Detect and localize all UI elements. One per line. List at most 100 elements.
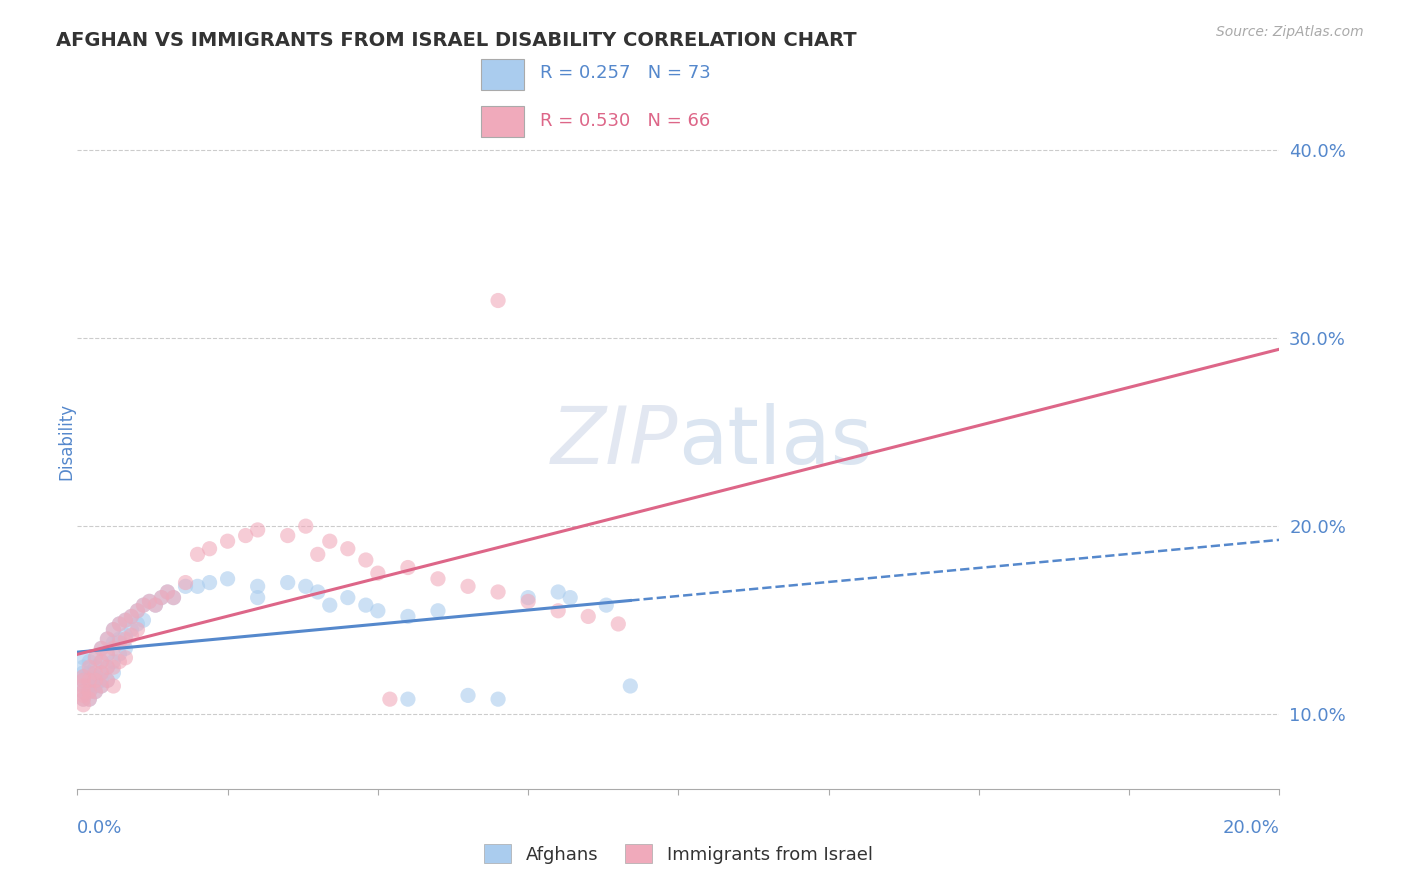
Text: 20.0%: 20.0% [1223,819,1279,837]
FancyBboxPatch shape [481,59,524,90]
Point [90,655,112,669]
Point [72,679,94,693]
Point [84,665,107,680]
Point [103,665,125,680]
Point [103,641,125,656]
Point [114,613,136,627]
Point [174,579,197,593]
Point [79,673,101,688]
Point [427,604,450,618]
Point [114,650,136,665]
Text: Source: ZipAtlas.com: Source: ZipAtlas.com [1216,25,1364,39]
Point [90,673,112,688]
Point [187,547,209,561]
Point [90,655,112,669]
Point [79,665,101,680]
Point [96,647,118,661]
Point [307,547,329,561]
Point [547,585,569,599]
Point [114,613,136,627]
Point [114,641,136,656]
Point [307,585,329,599]
Text: atlas: atlas [679,402,873,481]
Point [96,660,118,674]
Point [79,684,101,698]
Point [427,572,450,586]
Point [486,692,509,706]
Point [336,591,359,605]
Point [120,623,142,637]
Point [72,670,94,684]
Point [127,604,149,618]
Point [145,598,167,612]
Point [96,632,118,646]
Point [235,528,257,542]
Point [132,598,155,612]
Point [156,585,179,599]
Text: R = 0.257   N = 73: R = 0.257 N = 73 [540,64,711,82]
Point [96,660,118,674]
Point [79,684,101,698]
Point [517,594,540,608]
Point [90,679,112,693]
Point [246,591,269,605]
Point [72,650,94,665]
Point [103,636,125,650]
Point [114,628,136,642]
Point [336,541,359,556]
Point [79,655,101,669]
Point [84,670,107,684]
Point [162,591,184,605]
Point [72,698,94,712]
Point [132,613,155,627]
Point [246,579,269,593]
Point [72,679,94,693]
Point [84,684,107,698]
Point [187,579,209,593]
Point [354,553,377,567]
Point [96,632,118,646]
Point [84,660,107,674]
Point [79,673,101,688]
Point [90,679,112,693]
Point [72,684,94,698]
Point [547,604,569,618]
Point [120,609,142,624]
Point [150,591,173,605]
Point [127,623,149,637]
Point [607,616,630,631]
Point [72,670,94,684]
Point [396,609,419,624]
Point [103,623,125,637]
Point [294,579,316,593]
Point [72,684,94,698]
Point [367,604,389,618]
Text: AFGHAN VS IMMIGRANTS FROM ISRAEL DISABILITY CORRELATION CHART: AFGHAN VS IMMIGRANTS FROM ISRAEL DISABIL… [56,31,856,50]
Point [114,632,136,646]
Point [96,647,118,661]
Text: 0.0%: 0.0% [77,819,122,837]
Point [103,623,125,637]
Point [90,641,112,656]
Point [103,655,125,669]
Point [108,632,131,646]
Text: R = 0.530   N = 66: R = 0.530 N = 66 [540,112,710,129]
FancyBboxPatch shape [481,106,524,137]
Point [84,673,107,688]
Point [595,598,617,612]
Point [120,628,142,642]
Point [103,660,125,674]
Point [84,684,107,698]
Point [294,519,316,533]
Point [138,594,160,608]
Point [72,692,94,706]
Point [72,665,94,680]
Point [162,591,184,605]
Point [378,692,401,706]
Point [486,293,509,308]
Point [217,534,239,549]
Point [108,647,131,661]
Point [108,636,131,650]
Point [319,534,342,549]
Point [103,679,125,693]
